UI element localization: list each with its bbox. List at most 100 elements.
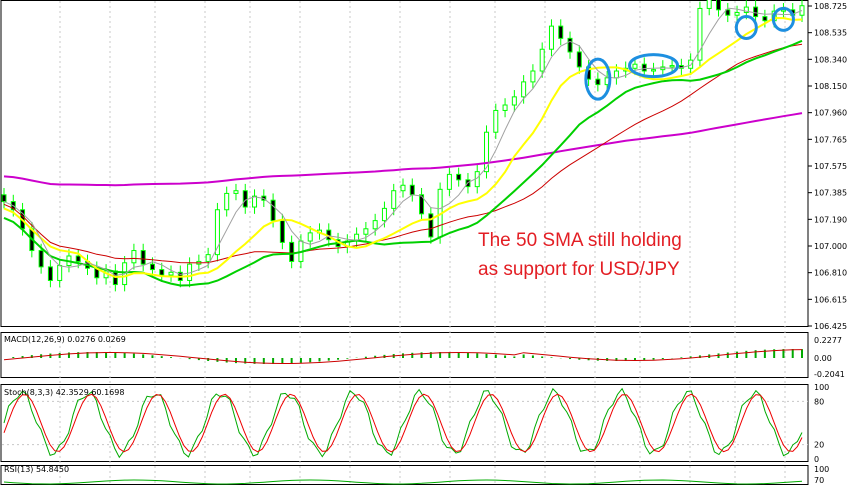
price-candle-77	[715, 0, 721, 11]
price-candle-82	[762, 16, 768, 22]
price-candle-0	[1, 194, 7, 203]
price-candle-40	[372, 220, 378, 230]
macd-tick-label-2: -0.2041	[814, 370, 845, 379]
price-candle-46	[428, 213, 434, 238]
highlight-ellipse-0	[584, 57, 612, 101]
pane-frame-2	[0, 384, 809, 462]
price-candle-80	[743, 6, 749, 14]
rsi-tick-label-0: 100	[814, 465, 829, 474]
price-candle-61	[567, 37, 573, 53]
price-candle-42	[391, 190, 397, 209]
sma-magenta-line	[3, 112, 803, 187]
price-candle-17	[159, 269, 165, 276]
price-candle-58	[539, 48, 545, 72]
price-candle-25	[233, 190, 239, 194]
rsi-tick-label-1: 70	[814, 476, 824, 485]
macd-tick-label-0: 0.2277	[814, 336, 842, 345]
price-candle-86	[799, 5, 805, 16]
price-candle-31	[289, 241, 295, 262]
annotation-line-2: as support for USD/JPY	[478, 259, 680, 280]
price-candle-33	[307, 232, 313, 242]
price-tick-label-6: 107.575	[814, 162, 847, 171]
price-tick-label-3: 108.150	[814, 82, 847, 91]
price-candle-60	[558, 25, 564, 39]
price-tick-label-4: 107.960	[814, 109, 847, 118]
price-candle-64	[595, 78, 601, 86]
highlight-ellipse-1	[628, 53, 680, 79]
rsi-line	[3, 479, 803, 485]
price-candle-41	[381, 207, 387, 222]
price-candle-55	[511, 96, 517, 106]
price-candle-59	[548, 25, 554, 50]
price-candle-72	[669, 65, 675, 68]
macd-label: MACD(12,26,9) 0.0276 0.0269	[4, 335, 126, 344]
price-candle-76	[706, 0, 712, 9]
price-candle-27	[252, 195, 258, 208]
price-tick-label-1: 108.535	[814, 29, 847, 38]
price-tick-label-7: 107.385	[814, 189, 847, 198]
price-candle-24	[224, 192, 230, 211]
price-candle-53	[493, 109, 499, 133]
stoch-tick-label-2: 20	[814, 441, 824, 450]
sma-red-line	[3, 43, 803, 264]
price-candle-54	[502, 104, 508, 111]
price-candle-56	[521, 81, 527, 98]
price-candle-6	[57, 265, 63, 281]
price-candle-18	[168, 271, 174, 276]
stoch-signal-line	[3, 393, 803, 453]
price-tick-label-0: 108.725	[814, 2, 847, 11]
price-candle-43	[400, 184, 406, 192]
stoch-tick-label-0: 100	[814, 383, 829, 392]
price-candle-52	[484, 131, 490, 173]
price-tick-label-10: 106.810	[814, 269, 847, 278]
price-tick-label-11: 106.615	[814, 295, 847, 304]
price-candle-78	[725, 9, 731, 16]
stoch-tick-label-1: 80	[814, 397, 824, 406]
price-candle-30	[279, 220, 285, 243]
highlight-ellipse-3	[771, 6, 795, 32]
price-candle-49	[456, 173, 462, 181]
price-candle-44	[409, 184, 415, 196]
stoch-pane: 100 80 20 0	[2, 383, 829, 464]
pane-frame-0	[0, 0, 809, 327]
annotation-line-1: The 50 SMA still holding	[478, 230, 682, 251]
price-candle-39	[363, 228, 369, 235]
price-candle-15	[140, 250, 146, 265]
price-candle-79	[734, 12, 740, 16]
sma-green-line	[3, 39, 803, 287]
price-candle-14	[131, 250, 137, 264]
price-candle-84	[780, 9, 786, 12]
price-tick-label-5: 107.765	[814, 135, 847, 144]
stoch-label: Stoch(8,3,3) 42.3529 60.1698	[4, 388, 124, 397]
price-candle-68	[632, 63, 638, 69]
highlight-ellipse-2	[734, 14, 758, 40]
price-candle-5	[47, 266, 53, 281]
price-candle-16	[149, 263, 155, 271]
price-tick-label-2: 108.340	[814, 55, 847, 64]
price-candle-48	[446, 173, 452, 190]
price-candle-23	[214, 209, 220, 256]
sma-yellow-line	[3, 16, 803, 279]
price-candle-26	[242, 190, 248, 208]
price-candle-22	[205, 254, 211, 262]
price-candle-62	[576, 51, 582, 68]
price-candle-45	[419, 194, 425, 215]
pane-frame-1	[0, 332, 809, 378]
price-candle-75	[697, 7, 703, 61]
price-axis: 108.725 108.535 108.340 108.150 107.960 107.7…	[808, 2, 847, 331]
price-tick-label-9: 107.000	[814, 242, 847, 251]
stoch-tick-label-3: 0	[814, 455, 819, 464]
vertical-grid	[59, 1, 786, 485]
macd-signal-line	[3, 349, 803, 364]
price-tick-label-8: 107.190	[814, 215, 847, 224]
price-candle-4	[38, 250, 44, 268]
support-highlights	[584, 6, 795, 101]
macd-pane: 0.2277 0.00 -0.2041	[3, 336, 845, 379]
price-candle-74	[688, 59, 694, 69]
macd-tick-label-1: 0.00	[814, 354, 832, 363]
annotation: The 50 SMA still holding as support for …	[478, 230, 682, 280]
price-candle-69	[641, 63, 647, 72]
pane-frame-3	[0, 465, 809, 485]
